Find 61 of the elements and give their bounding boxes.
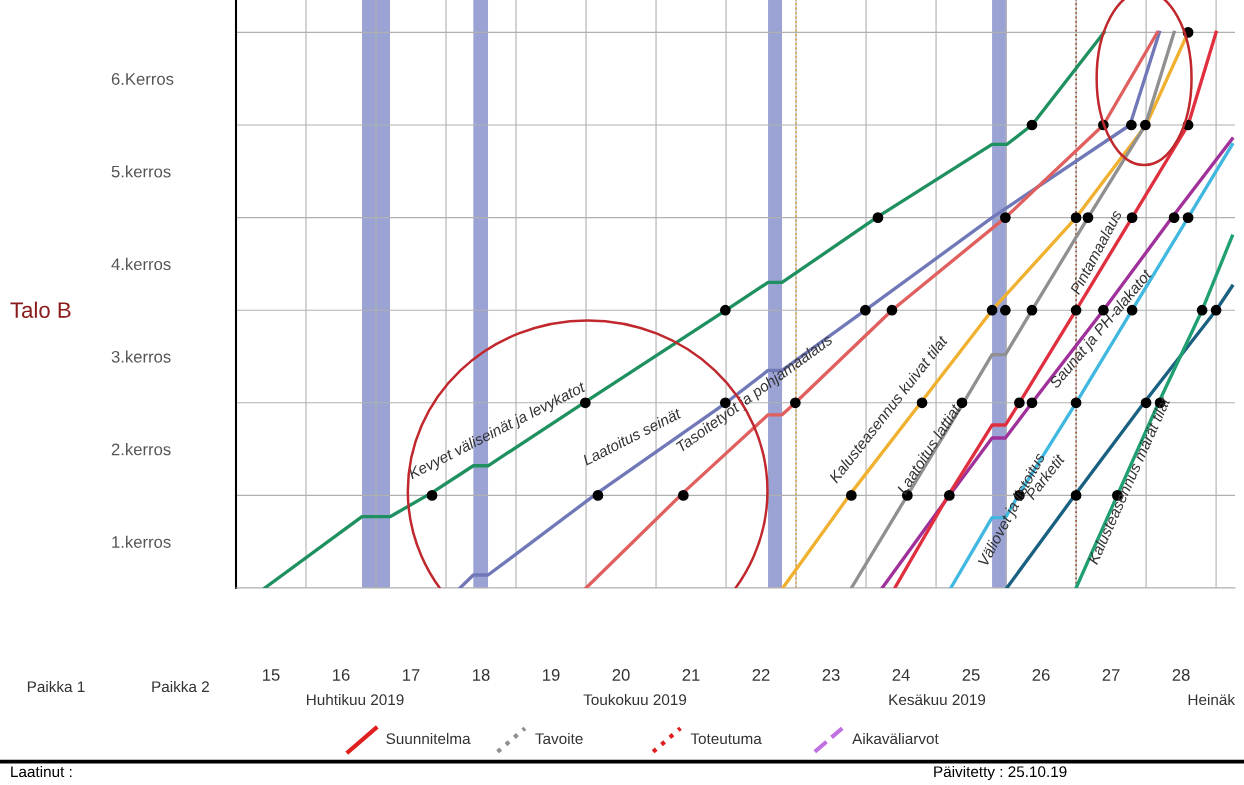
x-tick-label: 18 <box>473 669 490 681</box>
text: Laatinut : <box>11 765 72 778</box>
x-tick-label: 26 <box>1032 669 1050 681</box>
point <box>1126 212 1138 223</box>
point <box>1014 397 1025 409</box>
text: Suunnitelma <box>386 732 471 745</box>
point <box>1182 212 1194 223</box>
y-tick-label: 1.kerros <box>112 535 171 548</box>
point <box>1140 397 1152 409</box>
x-tick-label: 28 <box>1172 669 1190 681</box>
text: Päivitetty : 25.10.19 <box>934 765 1067 781</box>
point <box>1126 119 1137 131</box>
point <box>886 304 898 316</box>
point <box>426 490 438 501</box>
x-tick-label: 22 <box>752 669 770 681</box>
point <box>986 304 998 316</box>
text: Aikaväliarvot <box>852 732 939 745</box>
point <box>677 490 689 501</box>
point <box>719 304 731 316</box>
y-tick-label: 6.Kerros <box>111 73 174 85</box>
y-tick-label: 4.kerros <box>111 257 171 271</box>
x-tick-label: 21 <box>682 669 700 681</box>
point <box>1070 490 1082 501</box>
point <box>1196 304 1208 316</box>
point <box>1026 119 1038 131</box>
y-tick-label: 3.kerros <box>111 350 171 363</box>
point <box>1210 304 1222 316</box>
point <box>1070 304 1082 316</box>
x-tick-label: 25 <box>962 669 980 681</box>
x-tick-label: 17 <box>403 669 420 681</box>
point <box>916 397 928 409</box>
text: Heinäk <box>1188 693 1236 706</box>
text: Paikka 1 <box>27 680 85 693</box>
y-tick-label: 2.kerros <box>111 443 171 456</box>
x-tick-label: 27 <box>1102 669 1120 681</box>
y-tick-label: 5.kerros <box>111 165 171 178</box>
point <box>1000 304 1011 316</box>
text: Toukokuu 2019 <box>583 693 687 706</box>
x-tick-label: 19 <box>543 669 560 681</box>
point <box>1070 397 1082 409</box>
text: Talo B <box>10 301 71 318</box>
point <box>1000 212 1011 223</box>
point <box>860 304 871 316</box>
text: Tavoite <box>535 732 583 745</box>
point <box>944 490 955 501</box>
point <box>1168 212 1180 223</box>
point <box>1026 304 1038 316</box>
x-tick-label: 24 <box>892 669 910 681</box>
point <box>1140 119 1151 131</box>
text: Huhtikuu 2019 <box>306 693 404 706</box>
text: Toteutuma <box>690 733 762 745</box>
point <box>1026 397 1038 409</box>
point <box>872 212 884 223</box>
text: Paikka 2 <box>152 680 209 693</box>
text: Kesäkuu 2019 <box>889 693 986 706</box>
x-tick-label: 15 <box>263 669 280 681</box>
point <box>592 490 604 501</box>
x-tick-label: 16 <box>333 669 350 681</box>
point <box>846 490 857 501</box>
x-tick-label: 20 <box>612 669 630 681</box>
x-tick-label: 23 <box>822 669 840 681</box>
